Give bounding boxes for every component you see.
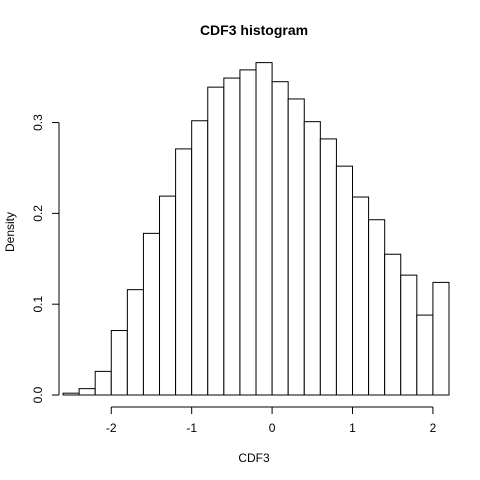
histogram-bar-20 — [384, 253, 402, 396]
x-tick-label: 1 — [349, 421, 356, 435]
histogram-bar-2 — [94, 370, 112, 396]
y-tick-label: 0.3 — [31, 114, 45, 131]
bars-group — [62, 62, 450, 396]
histogram-bar-13 — [271, 81, 289, 396]
histogram-bar-3 — [110, 330, 128, 396]
histogram-bar-18 — [352, 196, 370, 396]
x-tick-label: -2 — [106, 421, 117, 435]
histogram-bar-7 — [175, 148, 193, 396]
histogram-bar-8 — [191, 120, 209, 396]
histogram-bar-0 — [62, 392, 80, 396]
y-axis-label: Density — [3, 212, 17, 252]
x-axis-label: CDF3 — [238, 451, 270, 465]
y-tick-label: 0.2 — [31, 205, 45, 222]
histogram-bar-19 — [368, 219, 386, 396]
histogram-bar-10 — [223, 77, 241, 396]
x-axis: -2 -1 0 1 2 — [106, 406, 437, 435]
y-tick-label: 0.0 — [31, 386, 45, 403]
histogram-bar-12 — [255, 62, 273, 396]
histogram-bar-6 — [159, 195, 177, 396]
histogram-bar-14 — [287, 98, 305, 396]
y-axis: 0.0 0.1 0.2 0.3 — [31, 114, 60, 403]
histogram-bar-4 — [126, 289, 144, 396]
histogram-bar-9 — [207, 86, 225, 396]
histogram-bar-16 — [319, 138, 337, 396]
histogram-bar-21 — [400, 274, 418, 396]
histogram-bar-5 — [142, 232, 161, 396]
histogram-bar-11 — [239, 69, 257, 396]
x-tick-label: 0 — [269, 421, 276, 435]
x-tick-label: 2 — [430, 421, 437, 435]
histogram-bar-22 — [416, 314, 434, 396]
histogram-bar-23 — [432, 281, 450, 396]
histogram-bar-15 — [303, 121, 321, 396]
y-tick-label: 0.1 — [31, 296, 45, 313]
x-tick-label: -1 — [186, 421, 197, 435]
histogram-bar-17 — [335, 165, 354, 396]
histogram-bar-1 — [78, 388, 96, 396]
chart-title: CDF3 histogram — [200, 22, 308, 38]
